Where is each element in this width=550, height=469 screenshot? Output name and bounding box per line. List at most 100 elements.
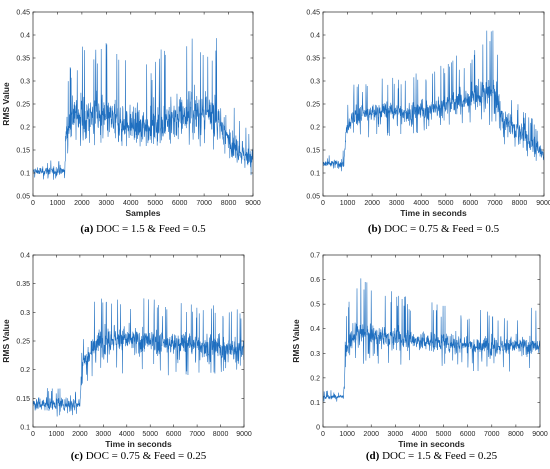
x-tick-label: 0 xyxy=(31,200,35,207)
y-tick-label: 0.2 xyxy=(310,375,320,382)
x-tick-label: 6000 xyxy=(460,431,476,438)
y-tick-label: 0.6 xyxy=(310,277,320,284)
caption-letter: (d) xyxy=(366,450,380,462)
y-tick-label: 0.35 xyxy=(306,56,320,63)
y-tick-label: 0.2 xyxy=(20,125,30,132)
y-tick-label: 0.05 xyxy=(16,194,30,201)
y-tick-label: 0.45 xyxy=(306,10,320,17)
x-tick-label: 5000 xyxy=(142,431,158,438)
y-tick-label: 0.7 xyxy=(310,253,320,260)
y-tick-label: 0.1 xyxy=(310,171,320,178)
x-tick-label: 3000 xyxy=(99,200,115,207)
x-tick-label: 8000 xyxy=(508,431,524,438)
y-tick-label: 0.4 xyxy=(310,33,320,40)
y-tick-label: 0.15 xyxy=(16,396,30,403)
caption-text: DOC = 1.5 & Feed = 0.25 xyxy=(379,450,497,462)
x-tick-label: 7000 xyxy=(484,431,500,438)
y-tick-label: 0.1 xyxy=(20,425,30,432)
x-axis-label: Time in seconds xyxy=(398,439,465,449)
x-tick-label: 0 xyxy=(321,431,325,438)
y-axis-label: RMS Value xyxy=(1,319,11,363)
x-tick-label: 5000 xyxy=(147,200,163,207)
plot-frame xyxy=(322,254,541,428)
chart-panel-b: 0 1000 2000 3000 4000 5000 6000 7000 8000 9000 0.0… xyxy=(306,10,550,236)
x-tick-label: 1000 xyxy=(339,431,355,438)
x-tick-label: 4000 xyxy=(412,431,428,438)
y-tick-label: 0.1 xyxy=(20,171,30,178)
panel-caption: (c) DOC = 0.75 & Feed = 0.25 xyxy=(71,450,207,462)
y-tick-label: 0.15 xyxy=(16,148,30,155)
caption-letter: (b) xyxy=(368,223,382,235)
y-tick-label: 0.3 xyxy=(20,79,30,86)
x-tick-label: 2000 xyxy=(72,431,88,438)
y-tick-label: 0.1 xyxy=(310,400,320,407)
y-tick-label: 0.45 xyxy=(16,10,30,17)
caption-text: DOC = 1.5 & Feed = 0.5 xyxy=(93,223,206,235)
x-tick-label: 9000 xyxy=(536,200,550,207)
x-tick-label: 6000 xyxy=(463,200,479,207)
chart-panel-d: 0 1000 2000 3000 4000 5000 6000 7000 8000 9000 0 0.… xyxy=(291,253,548,463)
x-tick-label: 7000 xyxy=(196,200,212,207)
x-tick-label: 2000 xyxy=(364,200,380,207)
y-tick-label: 0.05 xyxy=(306,194,320,201)
panel-caption: (d) DOC = 1.5 & Feed = 0.25 xyxy=(366,450,498,462)
y-tick-label: 0.25 xyxy=(16,102,30,109)
x-tick-label: 6000 xyxy=(172,200,188,207)
x-tick-label: 7000 xyxy=(487,200,503,207)
x-tick-label: 4000 xyxy=(119,431,135,438)
y-tick-label: 0.3 xyxy=(310,79,320,86)
chart-panel-c: 0 1000 2000 3000 4000 5000 6000 7000 8000 9000 0.1… xyxy=(1,253,252,463)
y-tick-label: 0.3 xyxy=(20,310,30,317)
series-line xyxy=(323,30,544,172)
y-tick-label: 0.15 xyxy=(306,148,320,155)
x-tick-label: 8000 xyxy=(512,200,528,207)
x-tick-label: 7000 xyxy=(189,431,205,438)
y-tick-label: 0.35 xyxy=(16,281,30,288)
y-tick-label: 0.5 xyxy=(310,302,320,309)
plot-area xyxy=(33,12,253,196)
y-tick-label: 0.35 xyxy=(16,56,30,63)
series-line xyxy=(33,298,244,417)
x-tick-label: 0 xyxy=(321,200,325,207)
x-tick-label: 1000 xyxy=(49,431,65,438)
x-axis-label: Samples xyxy=(126,208,161,218)
y-tick-label: 0 xyxy=(316,425,320,432)
x-tick-label: 3000 xyxy=(389,200,405,207)
x-tick-label: 4000 xyxy=(413,200,429,207)
y-tick-label: 0.25 xyxy=(16,339,30,346)
y-tick-label: 0.4 xyxy=(20,253,30,260)
plot-area xyxy=(323,12,544,196)
x-axis-label: Time in seconds xyxy=(400,208,467,218)
y-tick-label: 0.4 xyxy=(20,33,30,40)
series-line xyxy=(323,278,540,402)
y-tick-label: 0.25 xyxy=(306,102,320,109)
x-tick-label: 0 xyxy=(31,431,35,438)
chart-panel-a: 0 1000 2000 3000 4000 5000 6000 7000 8000 9000 0.0… xyxy=(1,10,261,236)
series-line xyxy=(33,38,253,180)
x-tick-label: 8000 xyxy=(221,200,237,207)
x-tick-label: 2000 xyxy=(74,200,90,207)
x-tick-label: 8000 xyxy=(213,431,229,438)
x-tick-label: 3000 xyxy=(388,431,404,438)
y-tick-label: 0.2 xyxy=(20,367,30,374)
x-tick-label: 1000 xyxy=(50,200,66,207)
panel-caption: (b) DOC = 0.75 & Feed = 0.5 xyxy=(368,223,500,235)
y-tick-label: 0.2 xyxy=(310,125,320,132)
x-axis-label: Time in seconds xyxy=(105,439,172,449)
x-tick-label: 3000 xyxy=(96,431,112,438)
x-tick-label: 4000 xyxy=(123,200,139,207)
x-tick-label: 1000 xyxy=(340,200,356,207)
panel-caption: (a) DOC = 1.5 & Feed = 0.5 xyxy=(80,223,206,235)
y-tick-label: 0.3 xyxy=(310,351,320,358)
x-tick-label: 5000 xyxy=(436,431,452,438)
caption-text: DOC = 0.75 & Feed = 0.5 xyxy=(381,223,499,235)
x-tick-label: 9000 xyxy=(236,431,252,438)
x-tick-label: 9000 xyxy=(245,200,261,207)
y-axis-label: RMS Value xyxy=(1,82,11,126)
x-tick-label: 6000 xyxy=(166,431,182,438)
y-tick-label: 0.4 xyxy=(310,326,320,333)
x-tick-label: 9000 xyxy=(532,431,548,438)
caption-letter: (c) xyxy=(71,450,84,462)
caption-text: DOC = 0.75 & Feed = 0.25 xyxy=(83,450,207,462)
